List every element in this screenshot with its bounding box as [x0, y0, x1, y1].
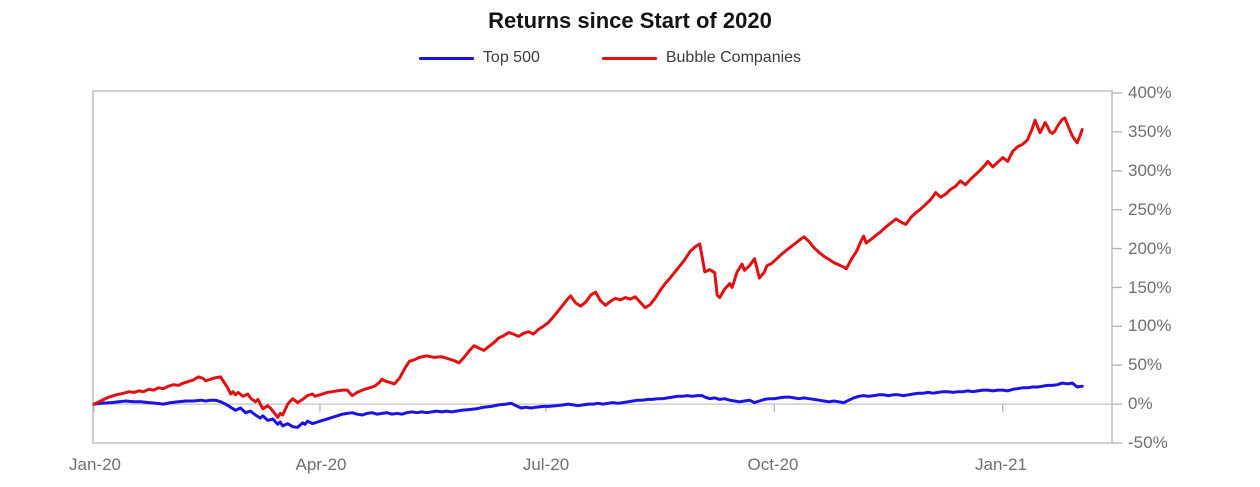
y-axis-tick-label-250: 250%: [1128, 200, 1172, 219]
x-axis-tick-label-jan-21: Jan-21: [975, 455, 1027, 474]
y-axis-tick-label-300: 300%: [1128, 161, 1172, 180]
legend-line-swatch-bubble-companies: [601, 56, 657, 60]
legend-line-swatch-top-500: [418, 56, 474, 60]
y-axis-tick-label-100: 100%: [1128, 316, 1172, 335]
legend-label-bubble-companies: Bubble Companies: [665, 49, 802, 66]
x-axis-tick-label-oct-20: Oct-20: [747, 455, 799, 474]
y-axis-tick-label-350: 350%: [1128, 122, 1172, 141]
y-axis-tick-label-150: 150%: [1128, 278, 1172, 297]
plot-border: [92, 90, 1113, 444]
legend-item-bubble-companies: Bubble Companies: [601, 49, 802, 67]
chart-title: Returns since Start of 2020: [488, 8, 772, 33]
chart-legend: Top 500 Bubble Companies: [0, 47, 1220, 69]
y-axis-tick-label-0: 0%: [1128, 394, 1153, 413]
legend-label-top-500: Top 500: [482, 49, 540, 66]
legend-item-top-500: Top 500: [418, 49, 540, 67]
y-axis-tick-label-200: 200%: [1128, 239, 1172, 258]
y-axis-tick-label-neg50: -50%: [1128, 433, 1168, 452]
series-line-top-500: [92, 381, 1084, 429]
series-line-bubble-companies: [92, 116, 1084, 419]
y-axis-tick-label-400: 400%: [1128, 83, 1172, 102]
x-axis-tick-label-jul-20: Jul-20: [522, 455, 570, 474]
x-axis-tick-label-jan-20: Jan-20: [69, 455, 121, 474]
y-axis-tick-label-50: 50%: [1128, 355, 1163, 374]
x-axis-tick-label-apr-20: Apr-20: [295, 455, 347, 474]
